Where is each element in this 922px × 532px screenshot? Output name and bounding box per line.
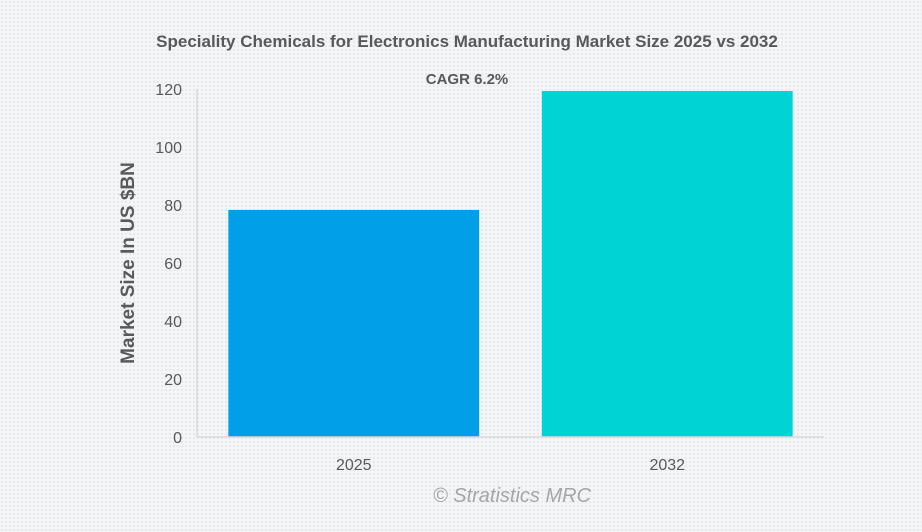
x-tick-label: 2025	[336, 457, 372, 474]
y-tick-label: 100	[155, 140, 182, 157]
y-axis-ticks: 0 20 40 60 80 100 120	[155, 82, 182, 447]
credit-text: © Stratistics MRC	[433, 485, 592, 507]
x-tick-label: 2032	[649, 457, 685, 474]
y-tick-label: 120	[155, 82, 182, 99]
bar-2025	[228, 209, 480, 437]
chart-title: Speciality Chemicals for Electronics Man…	[156, 32, 778, 51]
y-tick-label: 60	[164, 256, 182, 273]
y-axis-label: Market Size In US $BN	[118, 162, 139, 364]
y-tick-label: 40	[164, 314, 182, 331]
y-tick-label: 0	[173, 430, 182, 447]
bar-2032	[541, 91, 793, 437]
y-tick-label: 80	[164, 198, 182, 215]
bars	[228, 91, 793, 437]
cagr-annotation: CAGR 6.2%	[426, 71, 509, 88]
x-axis-ticks: 2025 2032	[336, 457, 685, 474]
y-tick-label: 20	[164, 372, 182, 389]
